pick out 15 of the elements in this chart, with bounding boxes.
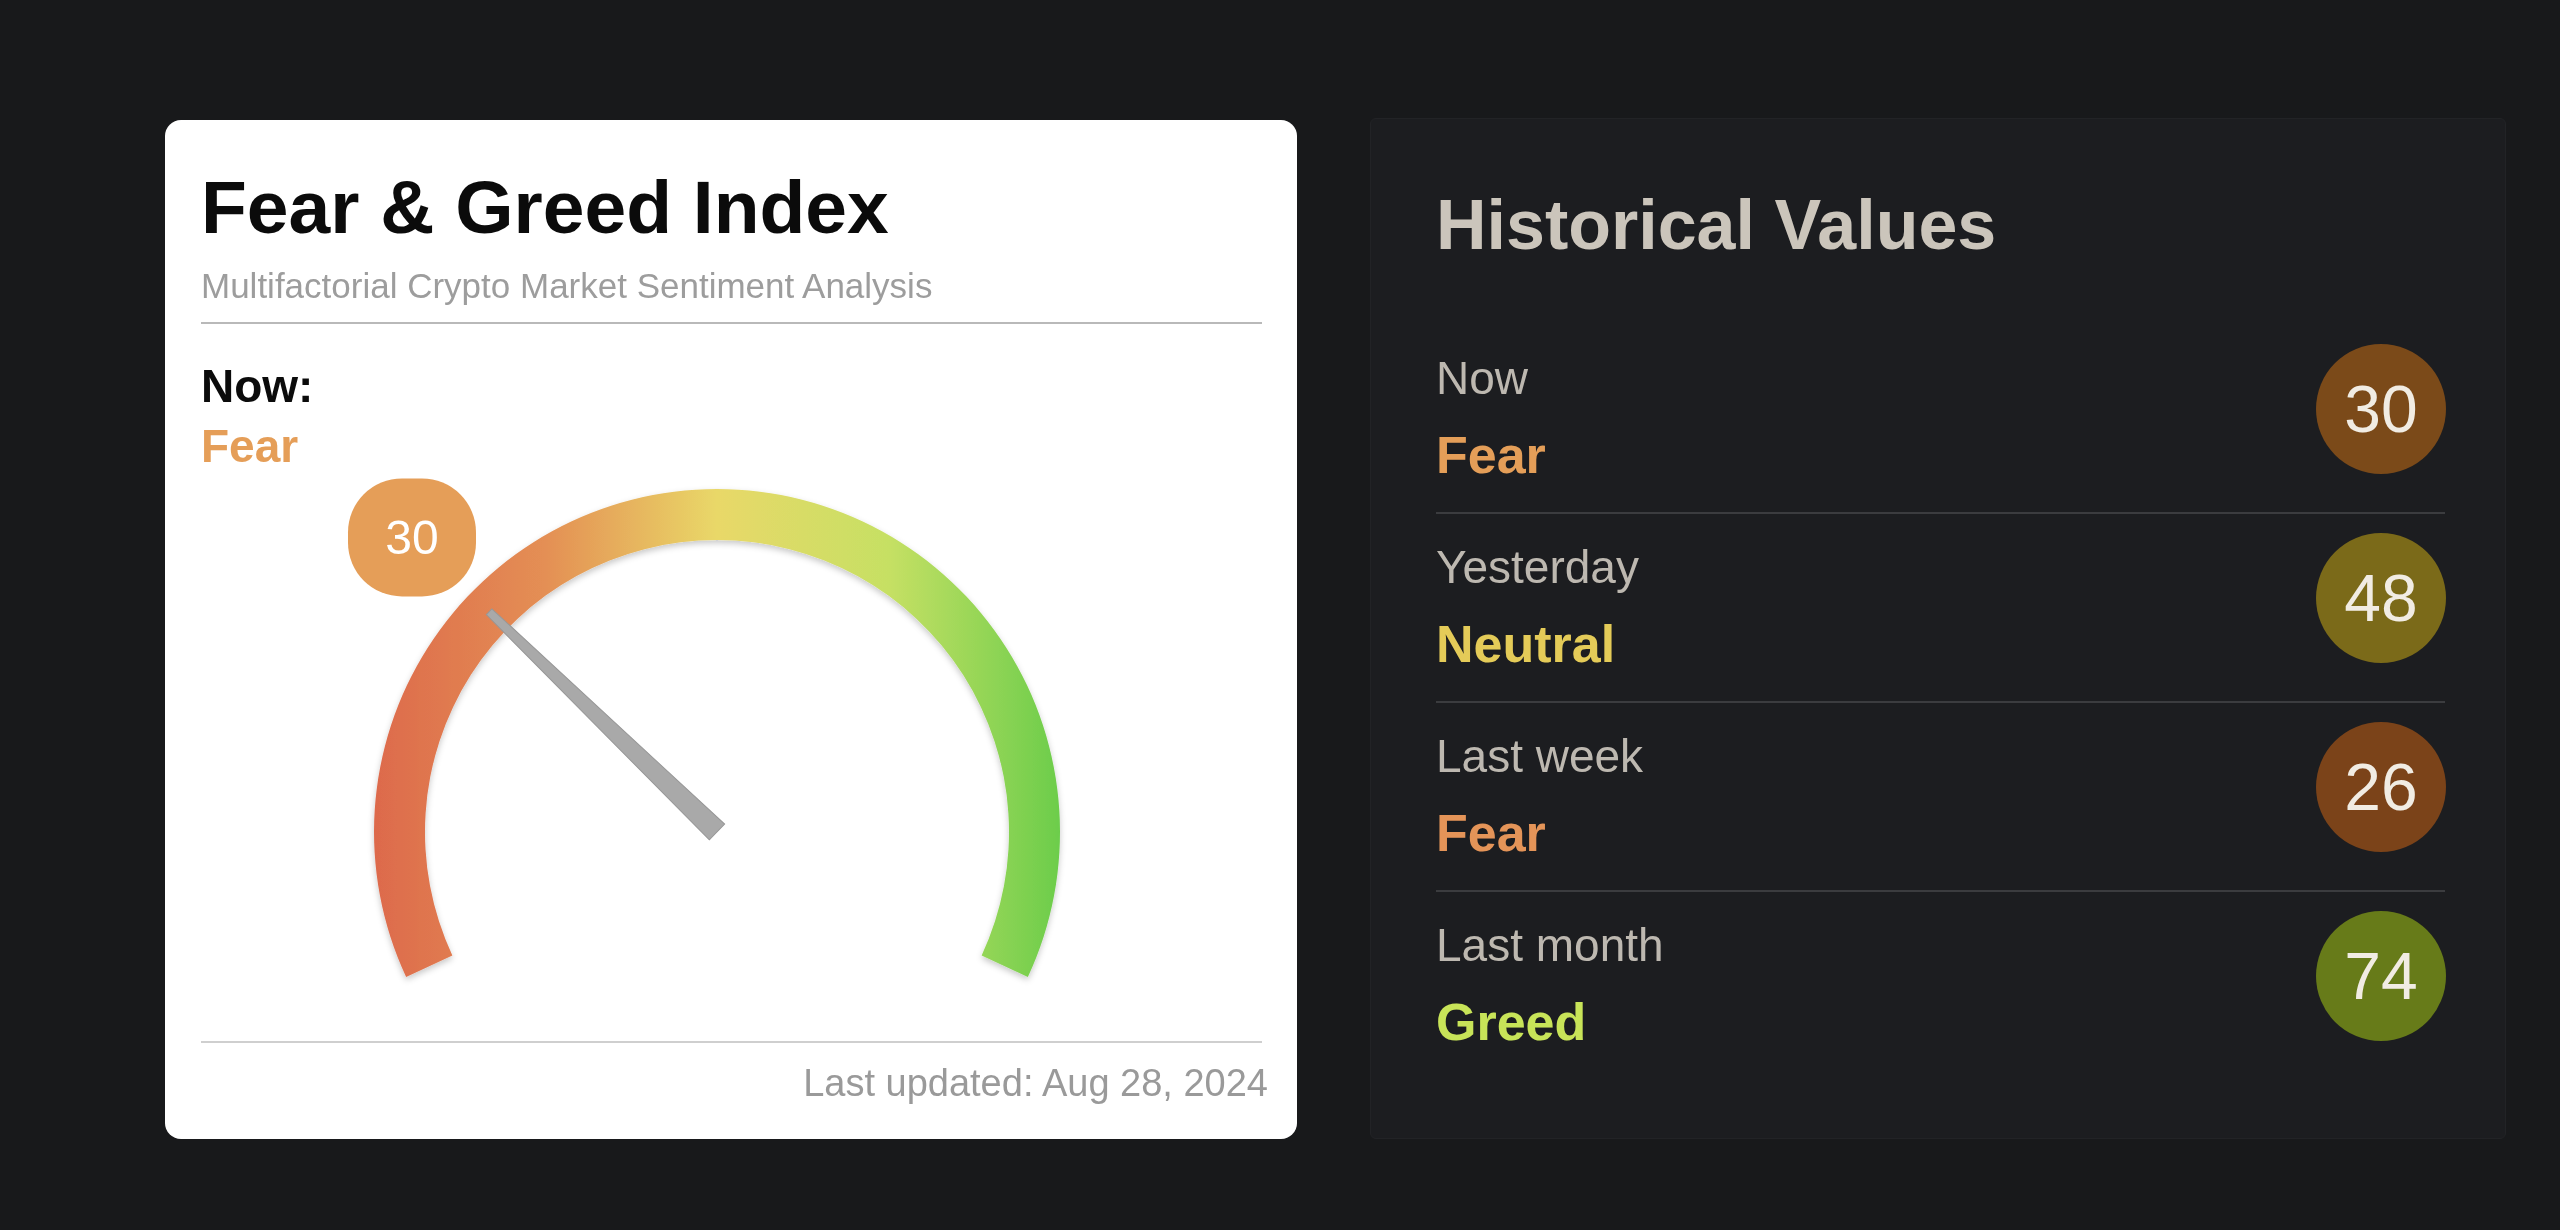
text: Neutral <box>1436 615 1616 673</box>
text: Fear <box>201 420 299 472</box>
text: Fear & Greed Index <box>201 165 889 249</box>
text: Greed <box>1436 993 1587 1051</box>
text: Last updated: Aug 28, 2024 <box>803 1062 1268 1104</box>
category-label: Yesterday <box>1436 541 1639 593</box>
text: Fear <box>1436 804 1546 862</box>
data-label: 30 <box>385 510 439 564</box>
text: Now: <box>201 360 314 412</box>
text: Multifactorial Crypto Market Sentiment Analysis <box>201 266 933 305</box>
category-label: Now <box>1436 352 1529 404</box>
text: Fear <box>1436 426 1546 484</box>
text: Historical Values <box>1436 186 1997 264</box>
category-label: Last month <box>1436 919 1664 971</box>
category-label: Last week <box>1436 730 1644 782</box>
